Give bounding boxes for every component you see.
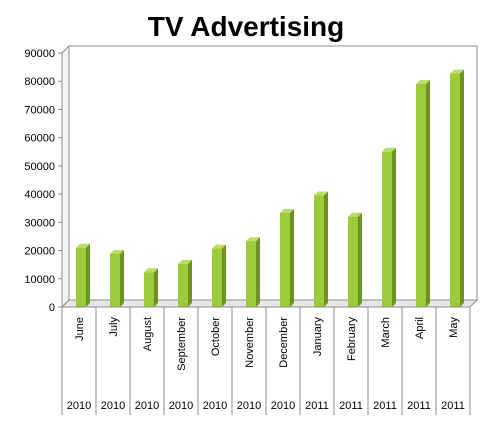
- year-label: 2010: [169, 400, 193, 412]
- bar: [110, 249, 124, 307]
- bar: [178, 259, 192, 307]
- year-label: 2010: [203, 400, 227, 412]
- bar-front: [416, 84, 426, 308]
- y-tick-label: 80000: [24, 76, 55, 88]
- bar-front: [348, 216, 358, 307]
- category-label: June: [74, 317, 86, 341]
- year-label: 2010: [67, 400, 91, 412]
- chart-title: TV Advertising: [148, 11, 345, 42]
- bar-front: [280, 213, 290, 307]
- bar-side: [426, 80, 430, 308]
- side-wall: [61, 44, 70, 309]
- bar-top: [178, 259, 192, 264]
- category-label: February: [346, 317, 358, 362]
- bar-front: [450, 73, 460, 307]
- year-label: 2010: [101, 400, 125, 412]
- category-label: October: [210, 317, 222, 356]
- bar-front: [110, 253, 120, 307]
- bar: [348, 212, 362, 307]
- y-tick-label: 0: [49, 302, 55, 314]
- y-tick-label: 10000: [24, 274, 55, 286]
- bar: [280, 209, 294, 307]
- bar: [212, 244, 226, 307]
- y-tick-label: 50000: [24, 161, 55, 173]
- bar-side: [324, 191, 328, 307]
- year-label: 2011: [339, 400, 363, 412]
- year-label: 2011: [373, 400, 397, 412]
- bar: [314, 191, 328, 307]
- year-label: 2011: [407, 400, 431, 412]
- bar-side: [120, 249, 124, 307]
- floor: [60, 299, 479, 308]
- bar-front: [246, 241, 256, 307]
- bar-front: [212, 248, 222, 307]
- year-label: 2011: [305, 400, 329, 412]
- bar-top: [110, 249, 124, 254]
- y-tick-label: 40000: [24, 189, 55, 201]
- bar-side: [290, 209, 294, 307]
- bar-front: [178, 263, 188, 307]
- bar-side: [392, 147, 396, 307]
- bar-top: [144, 268, 158, 273]
- bar-side: [86, 243, 90, 307]
- category-axis: June 2010 July 2010 August 2010 September 2010 O…: [61, 306, 471, 415]
- year-label: 2010: [271, 400, 295, 412]
- category-label: August: [142, 317, 154, 351]
- bar-front: [76, 247, 86, 307]
- y-tick-label: 60000: [24, 133, 55, 145]
- bar-top: [246, 237, 260, 242]
- category-label: July: [108, 317, 120, 337]
- bar-top: [280, 209, 294, 214]
- category-label: April: [414, 317, 426, 339]
- category-label: March: [380, 317, 392, 348]
- bar-front: [382, 151, 392, 307]
- bar-top: [450, 69, 464, 74]
- bar-side: [154, 268, 158, 307]
- category-label: December: [278, 317, 290, 368]
- bar-top: [416, 80, 430, 85]
- bar: [382, 147, 396, 307]
- bar-top: [212, 244, 226, 249]
- category-label: September: [176, 317, 188, 371]
- bar: [450, 69, 464, 307]
- y-tick-label: 90000: [24, 48, 55, 60]
- category-label: November: [244, 317, 256, 368]
- y-tick-label: 20000: [24, 246, 55, 258]
- bar-front: [314, 195, 324, 307]
- plot-frame: [60, 44, 479, 309]
- year-label: 2011: [441, 400, 465, 412]
- bar-side: [358, 212, 362, 307]
- bar-top: [382, 147, 396, 152]
- bar-side: [188, 259, 192, 307]
- y-tick-label: 30000: [24, 217, 55, 229]
- bar-top: [76, 243, 90, 248]
- bar: [76, 243, 90, 307]
- bar-side: [222, 244, 226, 307]
- bar-top: [314, 191, 328, 196]
- y-tick-label: 70000: [24, 104, 55, 116]
- year-label: 2010: [135, 400, 159, 412]
- y-axis: 0 10000 20000 30000 40000 50000 60000 70000 8000…: [24, 48, 63, 314]
- bar-side: [256, 237, 260, 307]
- back-wall: [68, 45, 478, 301]
- bar: [416, 80, 430, 308]
- bar: [144, 268, 158, 307]
- bar: [246, 237, 260, 307]
- category-label: January: [312, 317, 324, 357]
- category-label: May: [448, 317, 460, 338]
- bars: [76, 69, 464, 308]
- bar-front: [144, 272, 154, 307]
- bar-top: [348, 212, 362, 217]
- bar-side: [460, 69, 464, 307]
- year-label: 2010: [237, 400, 261, 412]
